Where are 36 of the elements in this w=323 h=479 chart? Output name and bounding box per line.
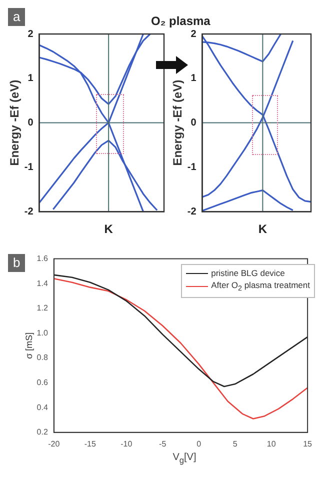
y-axis-title: σ [mS]	[24, 332, 34, 359]
x-axis-title: V$_{g}$[V]	[172, 452, 198, 465]
y-tick-label: 1.0	[36, 328, 48, 338]
x-tick-label: K	[258, 222, 268, 236]
x-tick-label: K	[104, 222, 114, 236]
y-axis-title: Energy -Ef (eV)	[8, 80, 22, 166]
x-tick-label: 5	[232, 439, 238, 448]
x-tick-label: -5	[159, 439, 167, 448]
y-tick-label: -1	[187, 162, 197, 173]
y-tick-label: -2	[24, 206, 34, 218]
x-tick-label: 15	[303, 439, 313, 448]
x-tick-label: 10	[266, 439, 276, 448]
y-tick-label: 0	[190, 118, 197, 129]
legend-label: pristine BLG device	[211, 267, 285, 279]
y-tick-label: 0.4	[36, 402, 48, 412]
y-tick-label: 0	[28, 118, 34, 129]
y-tick-label: -1	[24, 162, 34, 173]
y-axis-title: Energy -Ef (eV)	[170, 80, 185, 166]
y-tick-label: 0.6	[36, 378, 48, 388]
y-tick-label: 0.2	[36, 428, 48, 437]
text: a	[8, 8, 26, 26]
y-tick-label: 1	[28, 73, 34, 84]
y-tick-label: 1.2	[36, 304, 48, 313]
y-tick-label: 1	[190, 73, 197, 84]
y-tick-label: 1.4	[36, 278, 48, 288]
y-tick-label: 1.6	[36, 254, 48, 264]
y-tick-label: -2	[187, 206, 197, 218]
y-tick-label: 2	[28, 28, 34, 40]
x-tick-label: -10	[120, 439, 133, 448]
y-tick-label: 0.8	[36, 353, 48, 362]
x-tick-label: -15	[84, 439, 96, 448]
y-tick-label: 2	[190, 28, 197, 40]
text: b	[8, 254, 26, 272]
x-tick-label: -20	[48, 439, 60, 448]
legend-label: After O$_{2}$ plasma treatment	[211, 279, 310, 295]
text: O₂ plasma	[149, 14, 212, 28]
